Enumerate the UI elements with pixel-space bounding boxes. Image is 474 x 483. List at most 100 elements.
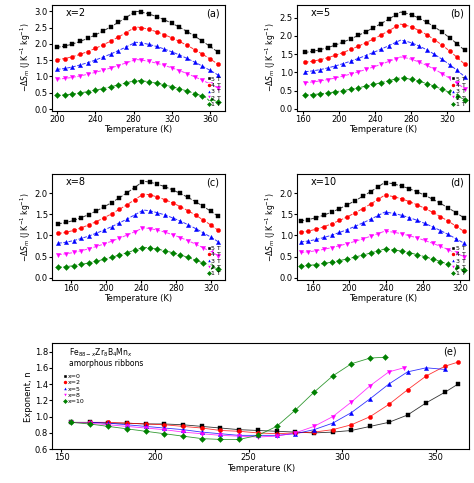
Point (123, 201, 131, 209)
Point (415, 77, 423, 85)
Point (390, 193, 398, 200)
Text: x=5: x=5 (310, 8, 331, 18)
Point (406, 214, 413, 222)
Point (400, 364, 408, 372)
Point (390, 180, 398, 188)
Point (441, 388, 449, 396)
Point (429, 209, 437, 216)
Point (154, 245, 161, 253)
Point (453, 92, 461, 100)
Y-axis label: $-ΔS_m$ (J K$^{-1}$ kg$^{-1}$): $-ΔS_m$ (J K$^{-1}$ kg$^{-1}$) (264, 192, 278, 262)
Point (123, 249, 131, 256)
Point (191, 73, 199, 81)
Point (370, 49, 377, 57)
Point (123, 419, 131, 427)
Point (55, 239, 62, 247)
Point (422, 399, 430, 407)
Point (215, 266, 222, 273)
Point (292, 429, 299, 437)
Point (67, 418, 74, 426)
Point (312, 225, 320, 233)
Point (84, 88, 91, 96)
Point (199, 50, 206, 58)
Point (169, 231, 176, 239)
Text: x=8: x=8 (66, 177, 86, 187)
Point (351, 197, 359, 205)
Point (214, 60, 221, 68)
Point (367, 249, 374, 257)
Point (62, 228, 70, 236)
Point (423, 80, 430, 87)
Point (168, 83, 176, 90)
Point (332, 51, 339, 59)
Point (374, 247, 382, 255)
Point (332, 41, 339, 49)
Point (413, 234, 421, 242)
Point (312, 214, 320, 222)
Point (392, 38, 400, 46)
Point (92, 242, 100, 250)
Point (184, 221, 191, 228)
Point (374, 196, 382, 203)
Point (161, 426, 168, 434)
Point (146, 178, 154, 186)
Point (84, 71, 91, 78)
Point (161, 211, 169, 219)
Point (131, 246, 138, 254)
Point (351, 209, 359, 217)
Point (438, 41, 446, 49)
Point (122, 14, 130, 22)
Point (408, 56, 415, 63)
Point (377, 31, 385, 39)
Point (374, 183, 382, 191)
Point (441, 362, 449, 370)
Point (415, 42, 423, 50)
Point (138, 207, 146, 214)
Point (146, 244, 154, 252)
Point (86, 420, 93, 428)
Text: (c): (c) (206, 177, 219, 187)
Point (460, 253, 467, 260)
Point (446, 47, 453, 55)
Text: Fe$_{88-x}$Zr$_8$B$_4$Mn$_x$: Fe$_{88-x}$Zr$_8$B$_4$Mn$_x$ (69, 347, 133, 359)
Point (53, 75, 61, 83)
Point (408, 75, 415, 83)
Point (292, 428, 299, 436)
Point (199, 76, 206, 84)
Point (430, 36, 438, 43)
Point (123, 419, 131, 427)
Point (347, 421, 355, 428)
Point (68, 90, 76, 98)
Point (107, 50, 114, 58)
Point (400, 21, 408, 28)
Point (339, 72, 347, 80)
Point (445, 230, 452, 238)
Point (198, 430, 206, 438)
Point (160, 31, 168, 39)
Point (385, 57, 392, 65)
Point (437, 242, 444, 250)
Point (206, 95, 214, 103)
Point (367, 232, 374, 240)
Point (305, 262, 312, 270)
Point (398, 247, 405, 255)
Point (421, 237, 428, 244)
Point (142, 420, 149, 428)
Point (207, 233, 215, 241)
Point (328, 258, 336, 266)
Point (130, 9, 137, 16)
Point (168, 34, 176, 42)
Point (169, 186, 176, 194)
Legend: x=0, x=2, x=5, x=8, x=10: x=0, x=2, x=5, x=8, x=10 (64, 373, 85, 405)
Point (310, 423, 318, 430)
Point (207, 262, 215, 270)
Point (55, 229, 62, 237)
Point (437, 227, 444, 234)
Point (153, 59, 160, 67)
Point (421, 191, 428, 199)
Point (84, 59, 91, 67)
Point (362, 39, 370, 46)
Point (76, 61, 84, 69)
Point (123, 425, 131, 433)
Point (392, 55, 400, 62)
